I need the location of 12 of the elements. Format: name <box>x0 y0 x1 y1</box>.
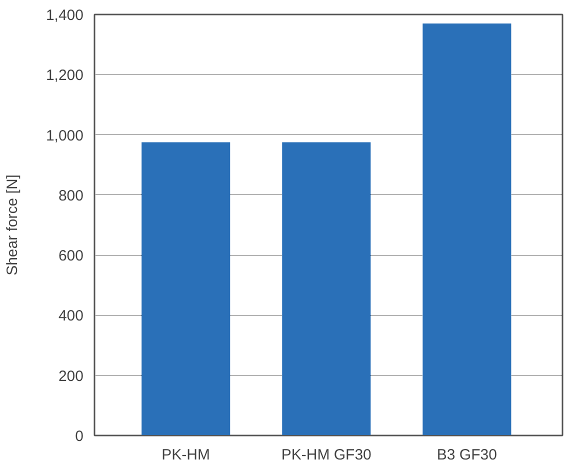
y-tick-label: 400 <box>58 308 84 325</box>
y-tick-label: 600 <box>58 248 84 265</box>
y-tick-label: 1,200 <box>46 67 84 84</box>
y-axis-title: Shear force [N] <box>4 174 21 276</box>
y-tick-label: 0 <box>75 428 84 445</box>
y-tick-label: 1,400 <box>46 7 84 24</box>
x-tick-label: PK-HM GF30 <box>281 446 372 464</box>
x-tick-label: PK-HM <box>162 446 210 464</box>
y-tick-label: 1,000 <box>46 127 84 144</box>
y-tick-label: 800 <box>58 187 84 204</box>
x-tick-label: B3 GF30 <box>436 446 497 464</box>
y-tick-label: 200 <box>58 368 84 385</box>
